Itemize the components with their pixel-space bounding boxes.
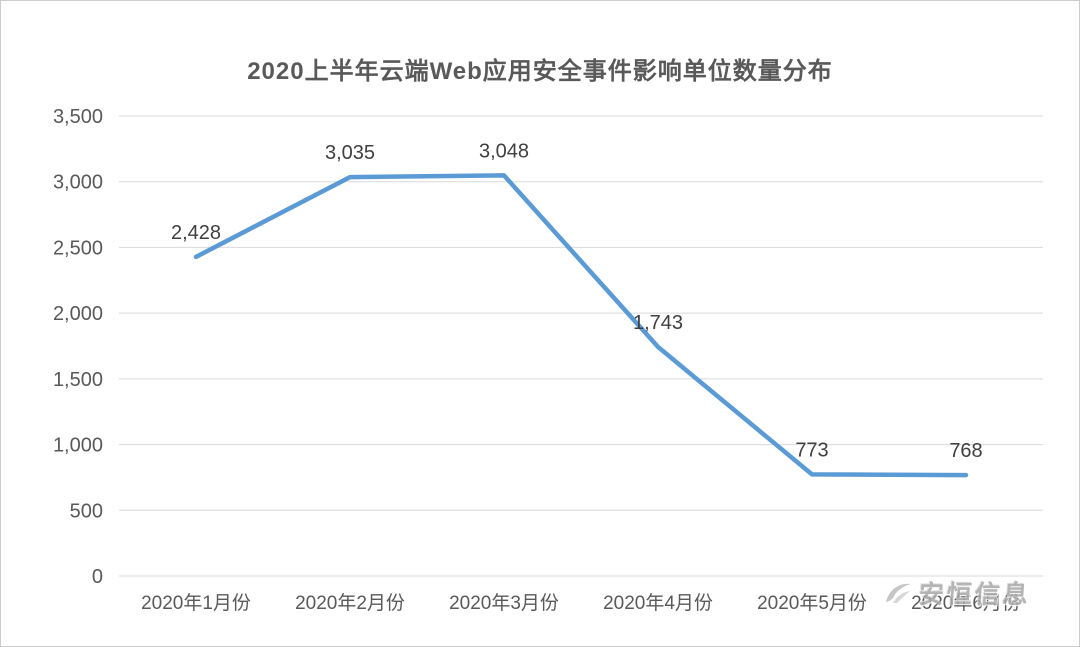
y-axis-tick-label: 500 — [70, 500, 103, 522]
y-axis-tick-label: 2,500 — [53, 237, 103, 259]
watermark-text: 安恒信息 — [917, 581, 1032, 609]
data-label: 3,035 — [325, 142, 375, 164]
y-axis-tick-label: 1,500 — [53, 369, 103, 391]
y-axis-tick-label: 1,000 — [53, 435, 103, 457]
y-axis-tick-label: 3,500 — [53, 106, 103, 128]
data-label: 1,743 — [633, 312, 683, 334]
x-axis-tick-label: 2020年2月份 — [295, 592, 405, 614]
y-axis-tick-label: 0 — [92, 566, 103, 588]
watermark: 安恒信息 — [883, 575, 1032, 611]
data-label: 768 — [949, 440, 982, 462]
data-line — [193, 173, 969, 478]
anheng-logo-icon — [886, 583, 911, 603]
data-label: 3,048 — [479, 140, 529, 162]
data-label: 773 — [795, 439, 828, 461]
chart-title: 2020上半年云端Web应用安全事件影响单位数量分布 — [247, 58, 833, 85]
x-axis-tick-label: 2020年4月份 — [603, 592, 713, 614]
x-axis-tick-label: 2020年3月份 — [449, 592, 559, 614]
y-axis-tick-label: 2,000 — [53, 303, 103, 325]
x-axis-tick-label: 2020年1月份 — [141, 592, 251, 614]
data-label: 2,428 — [171, 222, 221, 244]
x-axis-tick-label: 2020年6月份 — [911, 592, 1021, 614]
x-axis-tick-label: 2020年5月份 — [757, 592, 867, 614]
y-axis-tick-label: 3,000 — [53, 172, 103, 194]
